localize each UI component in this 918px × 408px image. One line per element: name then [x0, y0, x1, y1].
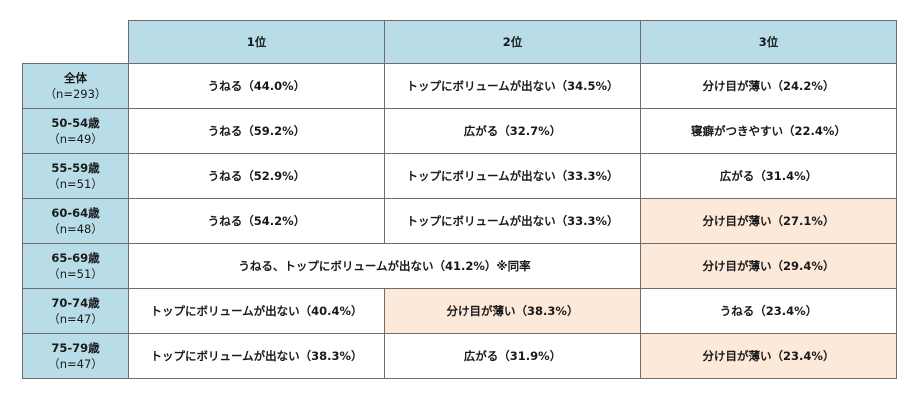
- row-sample-size: （n=51）: [48, 267, 103, 281]
- rank-2-cell: トップにボリュームが出ない（33.3%）: [384, 198, 641, 244]
- row-header: 60-64歳 （n=48）: [22, 198, 129, 244]
- rank-3-cell-highlighted: 分け目が薄い（29.4%）: [640, 243, 897, 289]
- row-header: 全体 （n=293）: [22, 63, 129, 109]
- table-row: 55-59歳 （n=51） うねる（52.9%） トップにボリュームが出ない（3…: [22, 153, 897, 199]
- row-label: 全体: [64, 71, 87, 85]
- row-label: 70-74歳: [51, 296, 100, 310]
- column-header-rank-3: 3位: [640, 20, 897, 64]
- row-label: 55-59歳: [51, 161, 100, 175]
- rank-1-cell: うねる（52.9%）: [128, 153, 385, 199]
- table-row: 65-69歳 （n=51） うねる、トップにボリュームが出ない（41.2%）※同…: [22, 243, 897, 289]
- row-header: 75-79歳 （n=47）: [22, 333, 129, 379]
- column-header-rank-2: 2位: [384, 20, 641, 64]
- row-sample-size: （n=48）: [48, 222, 103, 236]
- ranking-table: 1位 2位 3位 全体 （n=293） うねる（44.0%） トップにボリューム…: [22, 20, 897, 379]
- rank-2-cell: 広がる（31.9%）: [384, 333, 641, 379]
- rank-3-cell: うねる（23.4%）: [640, 288, 897, 334]
- rank-1-cell: うねる（59.2%）: [128, 108, 385, 154]
- rank-3-cell-highlighted: 分け目が薄い（23.4%）: [640, 333, 897, 379]
- rank-1-cell: うねる（44.0%）: [128, 63, 385, 109]
- rank-2-cell: トップにボリュームが出ない（33.3%）: [384, 153, 641, 199]
- rank-1-cell: トップにボリュームが出ない（40.4%）: [128, 288, 385, 334]
- column-header-rank-1: 1位: [128, 20, 385, 64]
- row-header: 70-74歳 （n=47）: [22, 288, 129, 334]
- row-sample-size: （n=47）: [48, 357, 103, 371]
- rank-3-cell: 広がる（31.4%）: [640, 153, 897, 199]
- table-row: 全体 （n=293） うねる（44.0%） トップにボリュームが出ない（34.5…: [22, 63, 897, 109]
- rank-3-cell-highlighted: 分け目が薄い（27.1%）: [640, 198, 897, 244]
- row-header: 65-69歳 （n=51）: [22, 243, 129, 289]
- rank-1-2-merged-cell: うねる、トップにボリュームが出ない（41.2%）※同率: [128, 243, 641, 289]
- row-label: 65-69歳: [51, 251, 100, 265]
- row-sample-size: （n=51）: [48, 177, 103, 191]
- row-sample-size: （n=47）: [48, 312, 103, 326]
- rank-1-cell: うねる（54.2%）: [128, 198, 385, 244]
- header-row: 1位 2位 3位: [22, 20, 897, 64]
- rank-3-cell: 寝癖がつきやすい（22.4%）: [640, 108, 897, 154]
- row-sample-size: （n=49）: [48, 132, 103, 146]
- corner-cell: [22, 20, 129, 64]
- row-label: 75-79歳: [51, 341, 100, 355]
- row-label: 60-64歳: [51, 206, 100, 220]
- row-label: 50-54歳: [51, 116, 100, 130]
- row-header: 55-59歳 （n=51）: [22, 153, 129, 199]
- table-row: 50-54歳 （n=49） うねる（59.2%） 広がる（32.7%） 寝癖がつ…: [22, 108, 897, 154]
- rank-2-cell-highlighted: 分け目が薄い（38.3%）: [384, 288, 641, 334]
- table-row: 60-64歳 （n=48） うねる（54.2%） トップにボリュームが出ない（3…: [22, 198, 897, 244]
- table-row: 70-74歳 （n=47） トップにボリュームが出ない（40.4%） 分け目が薄…: [22, 288, 897, 334]
- rank-2-cell: 広がる（32.7%）: [384, 108, 641, 154]
- table-row: 75-79歳 （n=47） トップにボリュームが出ない（38.3%） 広がる（3…: [22, 333, 897, 379]
- row-header: 50-54歳 （n=49）: [22, 108, 129, 154]
- row-sample-size: （n=293）: [44, 87, 107, 101]
- rank-3-cell: 分け目が薄い（24.2%）: [640, 63, 897, 109]
- rank-2-cell: トップにボリュームが出ない（34.5%）: [384, 63, 641, 109]
- rank-1-cell: トップにボリュームが出ない（38.3%）: [128, 333, 385, 379]
